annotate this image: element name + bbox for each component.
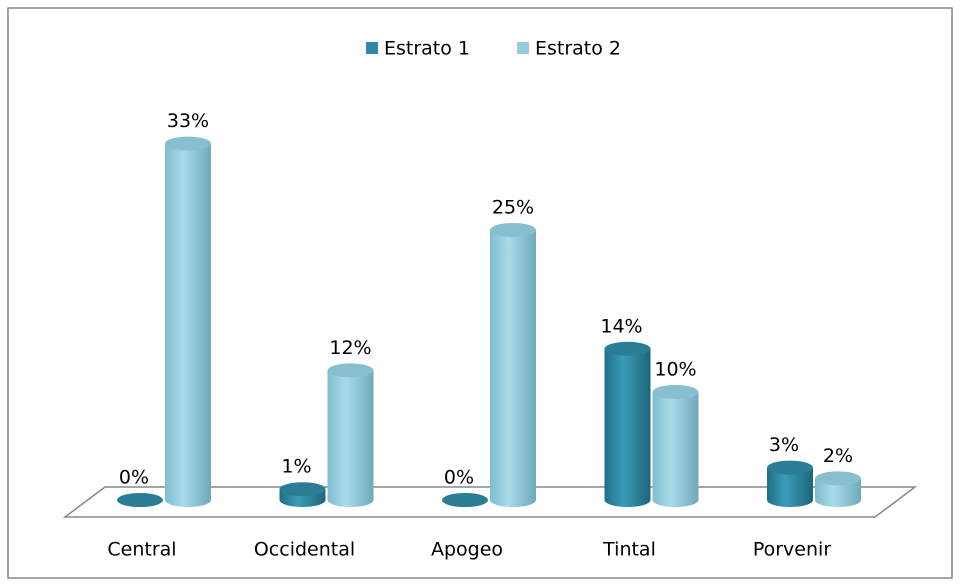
cylinder-body xyxy=(165,143,211,507)
cylinder-bar xyxy=(815,471,861,507)
cylinder-body xyxy=(327,370,374,507)
cylinder-top xyxy=(652,385,699,399)
cylinder-bar xyxy=(490,223,536,507)
cylinder-body xyxy=(652,392,699,507)
cylinder-bar xyxy=(327,363,374,507)
value-label: 0% xyxy=(119,467,149,489)
value-label: 33% xyxy=(167,110,209,132)
cylinder-top xyxy=(767,460,813,475)
cylinder-bar xyxy=(767,460,813,507)
cylinder-top xyxy=(490,223,536,237)
x-tick-label: Central xyxy=(107,539,176,561)
x-tick-label: Tintal xyxy=(602,539,656,561)
x-tick-label: Occidental xyxy=(254,539,355,561)
legend-swatch xyxy=(517,42,529,54)
legend-swatch xyxy=(366,42,378,54)
value-label: 1% xyxy=(281,456,311,478)
cylinder-top xyxy=(165,136,211,151)
cylinder-body xyxy=(815,478,861,507)
value-label: 0% xyxy=(444,467,474,489)
cylinder-bar xyxy=(604,341,651,507)
cylinder-bar xyxy=(279,482,326,507)
floor xyxy=(62,486,918,518)
legend-label: Estrato 2 xyxy=(535,38,621,60)
value-label: 25% xyxy=(492,197,534,219)
cylinder-body xyxy=(490,230,536,507)
cylinder-top xyxy=(815,471,861,486)
x-tick-label: Apogeo xyxy=(431,539,503,561)
x-tick-label: Porvenir xyxy=(753,539,831,561)
value-label: 14% xyxy=(600,315,642,337)
value-label: 12% xyxy=(329,337,371,359)
legend-label: Estrato 1 xyxy=(384,38,470,60)
cylinder-bar xyxy=(442,493,488,507)
cylinder-bar xyxy=(652,385,699,507)
cylinder-body xyxy=(604,348,651,507)
value-label: 3% xyxy=(769,434,799,456)
cylinder-top xyxy=(117,493,163,507)
cylinder-body xyxy=(767,467,813,507)
cylinder-top xyxy=(327,363,374,378)
cylinder-top xyxy=(442,493,488,507)
cylinder-top xyxy=(604,341,651,356)
cylinder-top xyxy=(279,482,326,497)
value-label: 2% xyxy=(823,445,853,467)
cylinder-bar xyxy=(117,493,163,507)
cylinder-bar xyxy=(165,136,211,507)
value-label: 10% xyxy=(654,359,696,381)
